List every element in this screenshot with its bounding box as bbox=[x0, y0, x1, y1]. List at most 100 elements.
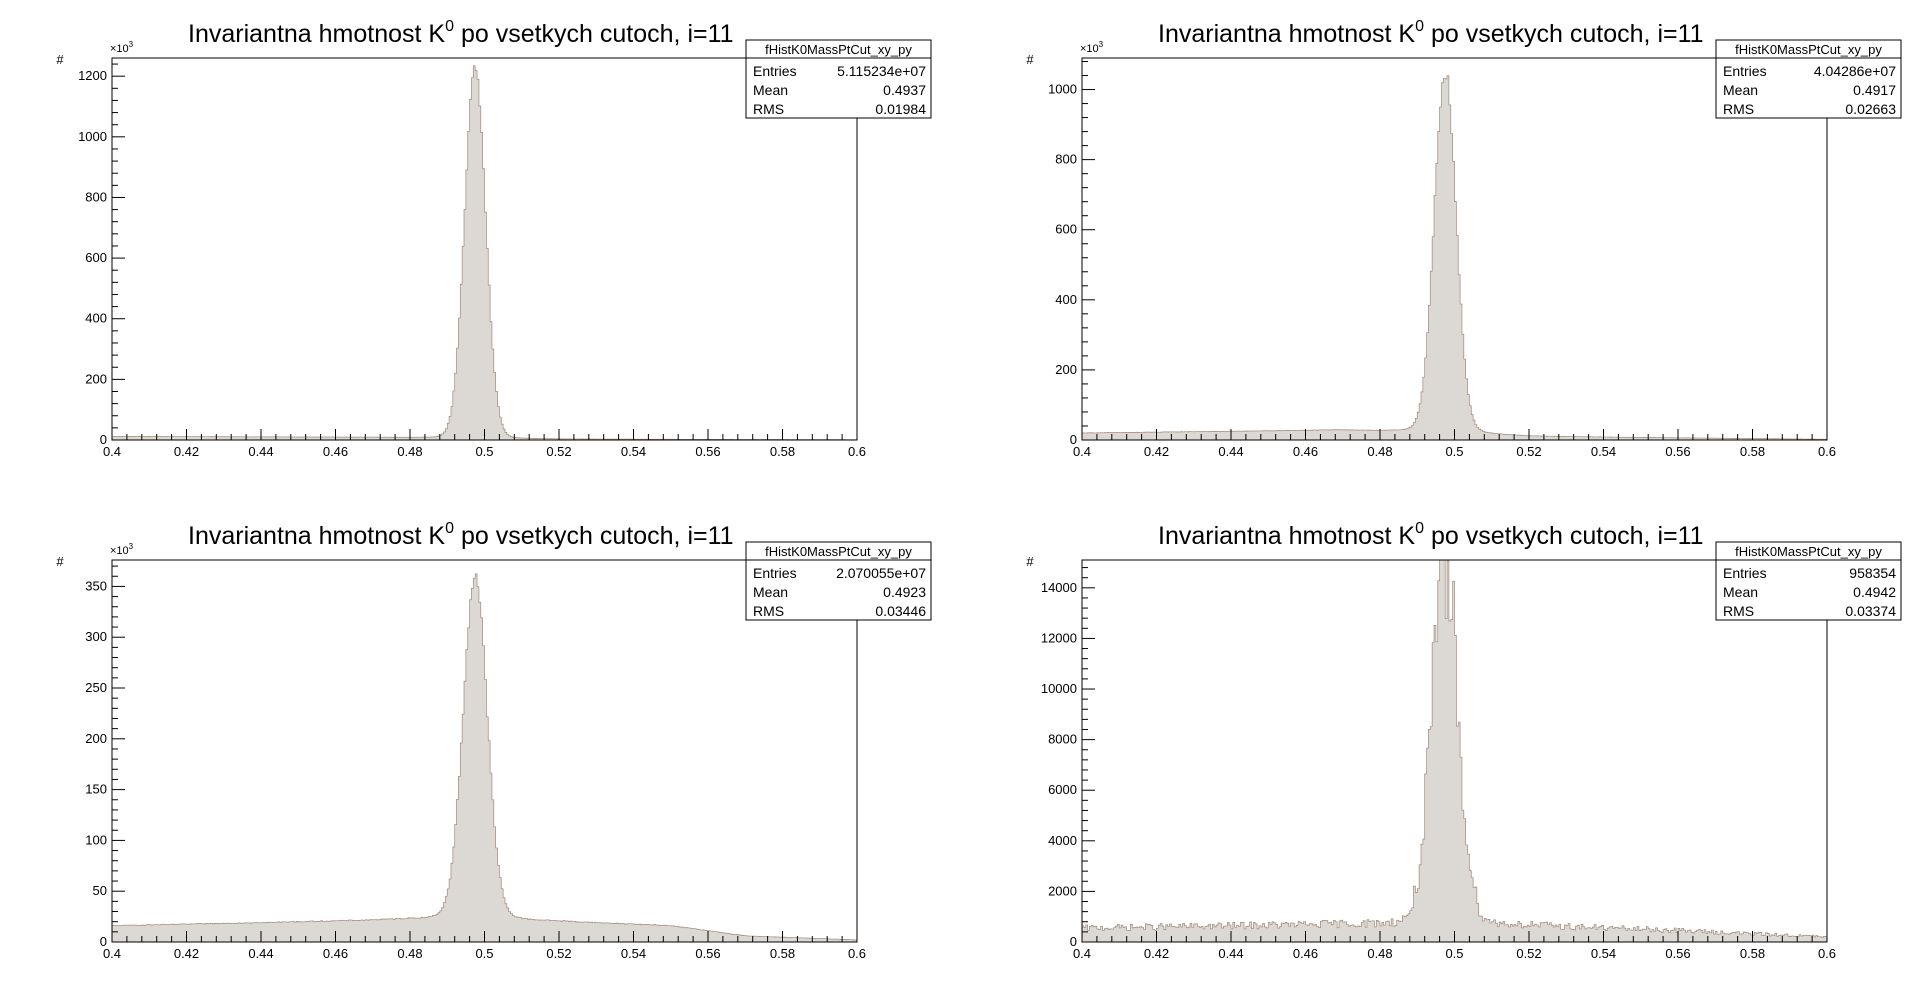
y-tick-label: 1000 bbox=[1048, 82, 1077, 97]
x-tick-label: 0.42 bbox=[1144, 946, 1169, 961]
stats-row-label: RMS bbox=[1723, 101, 1754, 117]
x-tick-label: 0.6 bbox=[1818, 444, 1836, 459]
x-tick-label: 0.44 bbox=[1218, 946, 1243, 961]
chart-title-suffix: po vsetkych cutoch, i=11 bbox=[454, 522, 734, 550]
x-tick-label: 0.5 bbox=[475, 946, 493, 961]
stats-row-label: Mean bbox=[753, 584, 788, 600]
stats-row-value: 5.115234e+07 bbox=[837, 63, 926, 79]
y-tick-label: 0 bbox=[100, 934, 107, 949]
y-axis-label: # bbox=[56, 554, 64, 569]
y-tick-label: 350 bbox=[85, 578, 107, 593]
y-tick-label: 1200 bbox=[78, 68, 107, 83]
stats-row-value: 958354 bbox=[1849, 565, 1896, 581]
stats-row-label: Entries bbox=[753, 565, 797, 581]
x-tick-label: 0.44 bbox=[248, 946, 273, 961]
x-tick-label: 0.48 bbox=[397, 444, 422, 459]
x-tick-label: 0.52 bbox=[1516, 444, 1541, 459]
chart-title-superscript: 0 bbox=[1415, 18, 1424, 35]
stats-row-label: Mean bbox=[1723, 82, 1758, 98]
x-tick-label: 0.58 bbox=[1740, 946, 1765, 961]
x-tick-label: 0.4 bbox=[1073, 946, 1091, 961]
x-tick-label: 0.52 bbox=[1516, 946, 1541, 961]
x-tick-label: 0.6 bbox=[848, 946, 866, 961]
x-tick-label: 0.46 bbox=[323, 444, 348, 459]
histogram-fill bbox=[112, 65, 857, 440]
x-tick-label: 0.56 bbox=[695, 946, 720, 961]
y-tick-label: 12000 bbox=[1041, 630, 1077, 645]
histogram-panel: 0.4 0.42 0.44 0.46 0.48 0.5 0.52 0.54 0.56 0.58 0.… bbox=[56, 520, 932, 961]
x-tick-label: 0.5 bbox=[1445, 946, 1463, 961]
histogram-panel: 0.4 0.42 0.44 0.46 0.48 0.5 0.52 0.54 0.56 0.58 0.… bbox=[56, 18, 932, 459]
chart-title-superscript: 0 bbox=[445, 18, 454, 35]
x-tick-label: 0.48 bbox=[1367, 444, 1392, 459]
x-tick-label: 0.42 bbox=[1144, 444, 1169, 459]
y-axis-label: # bbox=[56, 52, 64, 67]
histogram-fill bbox=[1082, 560, 1827, 942]
y-tick-label: 10000 bbox=[1041, 681, 1077, 696]
y-tick-label: 0 bbox=[100, 432, 107, 447]
y-tick-label: 150 bbox=[85, 782, 107, 797]
x-tick-label: 0.56 bbox=[695, 444, 720, 459]
y-tick-label: 800 bbox=[1055, 152, 1077, 167]
stats-row-value: 0.4917 bbox=[1853, 82, 1896, 98]
stats-row-value: 2.070055e+07 bbox=[836, 565, 926, 581]
y-tick-label: 8000 bbox=[1048, 732, 1077, 747]
stats-histogram-name: fHistK0MassPtCut_xy_py bbox=[765, 544, 912, 559]
chart-title-main: Invariantna hmotnost K bbox=[188, 20, 445, 48]
stats-row-label: RMS bbox=[1723, 603, 1754, 619]
chart-title-superscript: 0 bbox=[445, 520, 454, 537]
stats-row-value: 0.02663 bbox=[1845, 101, 1896, 117]
chart-title: Invariantna hmotnost K0 po vsetkych cuto… bbox=[188, 18, 734, 48]
stats-box-frame bbox=[1715, 541, 1902, 621]
x-tick-label: 0.6 bbox=[848, 444, 866, 459]
chart-title-main: Invariantna hmotnost K bbox=[1158, 20, 1415, 48]
x-tick-label: 0.54 bbox=[621, 946, 646, 961]
y-tick-label: 200 bbox=[85, 371, 107, 386]
stats-histogram-name: fHistK0MassPtCut_xy_py bbox=[765, 42, 912, 57]
chart-title-suffix: po vsetkych cutoch, i=11 bbox=[1424, 522, 1704, 550]
y-exponent-power: 3 bbox=[129, 542, 134, 551]
y-axis-label: # bbox=[1026, 52, 1034, 67]
x-tick-label: 0.5 bbox=[475, 444, 493, 459]
stats-box: fHistK0MassPtCut_xy_py Entries 5.115234e+0… bbox=[745, 39, 932, 119]
x-tick-label: 0.4 bbox=[1073, 444, 1091, 459]
x-tick-label: 0.42 bbox=[174, 444, 199, 459]
x-tick-label: 0.54 bbox=[1591, 444, 1616, 459]
x-tick-label: 0.58 bbox=[770, 444, 795, 459]
x-tick-label: 0.58 bbox=[1740, 444, 1765, 459]
stats-box: fHistK0MassPtCut_xy_py Entries 4.04286e+07… bbox=[1715, 39, 1902, 119]
x-tick-label: 0.56 bbox=[1665, 444, 1690, 459]
x-tick-label: 0.42 bbox=[174, 946, 199, 961]
stats-box-frame bbox=[745, 39, 932, 119]
stats-row-value: 0.4937 bbox=[883, 82, 926, 98]
stats-histogram-name: fHistK0MassPtCut_xy_py bbox=[1735, 42, 1882, 57]
x-tick-label: 0.48 bbox=[1367, 946, 1392, 961]
histogram-panel: 0.4 0.42 0.44 0.46 0.48 0.5 0.52 0.54 0.56 0.58 0.… bbox=[1026, 18, 1902, 459]
y-exponent-label: ×103 bbox=[110, 40, 134, 55]
y-tick-label: 600 bbox=[1055, 222, 1077, 237]
y-tick-label: 14000 bbox=[1041, 580, 1077, 595]
y-exponent-base: ×10 bbox=[110, 545, 129, 557]
x-tick-label: 0.52 bbox=[546, 444, 571, 459]
stats-row-value: 0.4923 bbox=[883, 584, 926, 600]
stats-row-label: Mean bbox=[753, 82, 788, 98]
y-tick-label: 0 bbox=[1070, 934, 1077, 949]
x-tick-label: 0.54 bbox=[621, 444, 646, 459]
y-tick-label: 250 bbox=[85, 680, 107, 695]
y-tick-label: 200 bbox=[1055, 362, 1077, 377]
stats-box: fHistK0MassPtCut_xy_py Entries 2.070055e+0… bbox=[745, 541, 932, 621]
x-tick-label: 0.44 bbox=[248, 444, 273, 459]
x-tick-label: 0.6 bbox=[1818, 946, 1836, 961]
y-tick-label: 400 bbox=[85, 311, 107, 326]
y-exponent-base: ×10 bbox=[1080, 43, 1099, 55]
x-tick-label: 0.58 bbox=[770, 946, 795, 961]
histogram-fill bbox=[112, 573, 857, 942]
y-tick-label: 4000 bbox=[1048, 833, 1077, 848]
x-tick-label: 0.46 bbox=[1293, 444, 1318, 459]
chart-title-main: Invariantna hmotnost K bbox=[1158, 522, 1415, 550]
x-tick-label: 0.56 bbox=[1665, 946, 1690, 961]
chart-title-main: Invariantna hmotnost K bbox=[188, 522, 445, 550]
y-tick-label: 6000 bbox=[1048, 782, 1077, 797]
y-exponent-base: ×10 bbox=[110, 43, 129, 55]
histogram-line bbox=[1082, 559, 1827, 938]
